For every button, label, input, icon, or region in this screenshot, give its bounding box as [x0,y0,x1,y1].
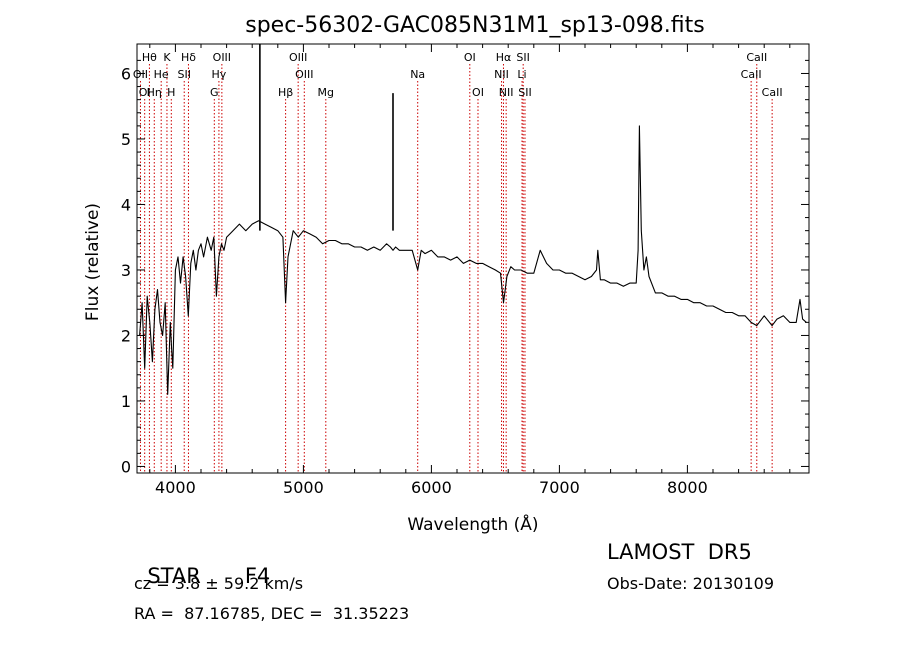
y-tick-label: 3 [121,261,131,280]
line-label-oii: OII [133,68,148,81]
line-label-hα: Hα [496,51,512,64]
line-label-nii: NII [499,86,514,99]
y-tick-label: 4 [121,195,131,214]
line-label-oi: OI [472,86,484,99]
line-label-he: He [154,68,169,81]
line-label-sii: SII [177,68,190,81]
x-tick-label: 4000 [155,478,196,497]
line-label-oi: OI [464,51,476,64]
line-label-sii: SII [516,51,529,64]
plot-frame [136,43,810,474]
emission-line-labels: Hθ K Hδ OIII OIII OI Hα SII CaII OII He SII Hγ OIII Na… [133,51,783,99]
line-label-hη: Hη [147,86,162,99]
line-label-hβ: Hβ [278,86,293,99]
line-label-g: G [210,86,219,99]
spectrum-line [139,125,807,395]
line-label-h: H [167,86,175,99]
redshift-cz: cz = 3.8 ± 59.2 km/s [134,574,304,593]
chart-title: spec-56302-GAC085N31M1_sp13-098.fits [245,13,705,38]
line-label-caii: CaII [746,51,767,64]
line-label-oiii: OIII [289,51,307,64]
y-axis-label: Flux (relative) [83,203,103,321]
x-tick-label: 8000 [667,478,708,497]
line-label-oiii: OIII [213,51,231,64]
plot-axes: 4000 5000 6000 7000 8000 0 1 2 3 4 5 6 [121,43,810,497]
object-class-label: STAR [147,564,201,588]
y-tick-label: 1 [121,392,131,411]
line-label-hθ: Hθ [142,51,157,64]
y-tick-label: 2 [121,326,131,345]
line-label-oiii: OIII [295,68,313,81]
line-label-hδ: Hδ [181,51,196,64]
y-tick-label: 6 [121,64,131,83]
y-tick-label: 0 [121,457,131,476]
line-label-k: K [163,51,171,64]
survey-name: LAMOST DR5 [607,540,752,564]
line-label-caii: CaII [741,68,762,81]
line-label-oi: OI [139,86,151,99]
line-label-li: Li [517,68,526,81]
line-label-caii: CaII [762,86,783,99]
object-subclass: F4 [244,564,271,588]
line-label-hγ: Hγ [212,68,227,81]
emission-line-markers [139,64,773,473]
x-tick-label: 7000 [539,478,580,497]
spectrum-series [139,44,807,395]
y-tick-label: 5 [121,130,131,149]
x-tick-label: 5000 [283,478,324,497]
x-axis-label: Wavelength (Å) [407,513,538,535]
line-label-na: Na [410,68,425,81]
object-class: STAR F4 [134,540,270,588]
line-label-nii: NII [494,68,509,81]
ra-dec: RA = 87.16785, DEC = 31.35223 [134,604,410,623]
line-label-mg: Mg [318,86,334,99]
x-tick-label: 6000 [411,478,452,497]
line-label-sii: SII [518,86,531,99]
obs-date: Obs-Date: 20130109 [607,574,775,593]
